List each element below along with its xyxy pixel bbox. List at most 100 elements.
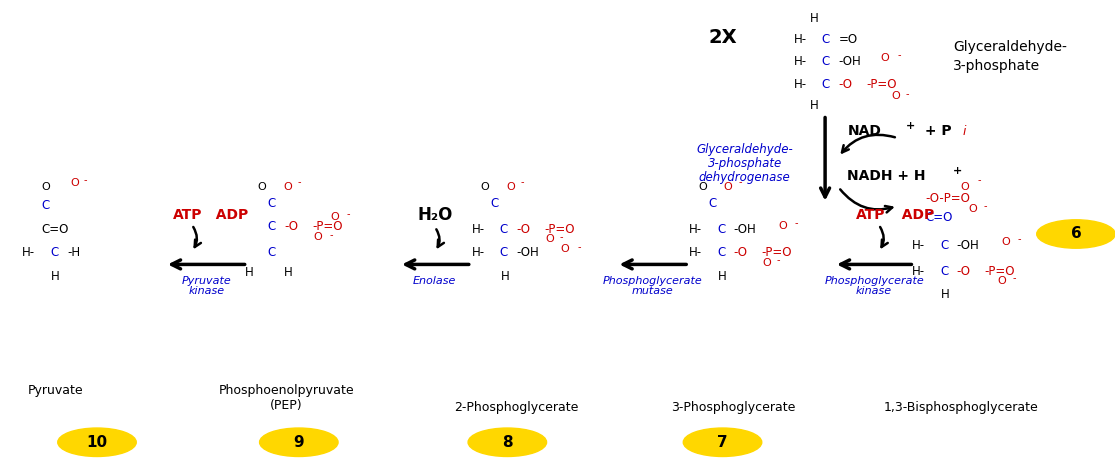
Text: C: C: [491, 197, 498, 210]
Text: 8: 8: [502, 435, 513, 450]
Text: Pyruvate: Pyruvate: [182, 276, 231, 286]
Text: C: C: [500, 223, 507, 236]
Text: H-: H-: [912, 265, 925, 278]
Text: mutase: mutase: [631, 286, 673, 296]
Text: H-: H-: [472, 246, 485, 259]
Text: H: H: [501, 270, 510, 283]
Text: -O: -O: [516, 223, 531, 236]
Text: O: O: [698, 182, 707, 192]
Text: H: H: [284, 266, 293, 279]
Text: -P=O: -P=O: [544, 223, 574, 236]
Text: -: -: [905, 88, 909, 99]
Text: Enolase: Enolase: [414, 276, 456, 286]
Text: C: C: [717, 246, 725, 259]
Text: -: -: [898, 50, 901, 60]
Text: 2-Phosphoglycerate: 2-Phosphoglycerate: [454, 401, 579, 414]
Text: 10: 10: [87, 435, 107, 450]
Text: H: H: [51, 270, 60, 283]
Text: C: C: [500, 246, 507, 259]
Text: C: C: [822, 33, 830, 46]
Text: O: O: [545, 234, 554, 244]
Text: Phosphoglycerate: Phosphoglycerate: [824, 276, 924, 286]
Text: Phosphoglycerate: Phosphoglycerate: [602, 276, 702, 286]
Text: +: +: [905, 121, 914, 132]
Text: O: O: [277, 182, 292, 192]
Text: O: O: [1001, 237, 1010, 247]
Text: H: H: [245, 266, 254, 279]
Text: C=O: C=O: [41, 223, 69, 236]
Text: NAD: NAD: [847, 124, 881, 138]
Ellipse shape: [1037, 220, 1115, 248]
Text: 9: 9: [293, 435, 304, 450]
Text: H-: H-: [794, 78, 807, 91]
Text: O: O: [717, 182, 733, 192]
Text: H: H: [941, 288, 950, 301]
Text: -: -: [977, 175, 981, 185]
Text: Pyruvate: Pyruvate: [28, 384, 84, 397]
Text: ADP: ADP: [206, 208, 249, 222]
Text: -P=O: -P=O: [312, 220, 342, 234]
Text: H-: H-: [689, 223, 702, 236]
Text: -OH: -OH: [734, 223, 756, 236]
Text: -: -: [298, 177, 301, 188]
Text: -OH: -OH: [516, 246, 539, 259]
Ellipse shape: [683, 428, 762, 456]
Text: -O-P=O: -O-P=O: [925, 192, 970, 205]
Text: H-: H-: [794, 55, 807, 68]
Ellipse shape: [58, 428, 136, 456]
Text: C: C: [717, 223, 725, 236]
Text: C: C: [940, 239, 948, 252]
Text: -O: -O: [838, 78, 853, 91]
Text: O: O: [330, 212, 339, 222]
Text: -OH: -OH: [838, 55, 861, 68]
Text: -: -: [559, 232, 563, 242]
Ellipse shape: [260, 428, 338, 456]
Text: -O: -O: [284, 220, 299, 234]
Text: O: O: [481, 182, 489, 192]
Text: -P=O: -P=O: [866, 78, 896, 91]
Text: C: C: [268, 197, 275, 210]
Text: -OH: -OH: [957, 239, 979, 252]
Text: H: H: [809, 12, 818, 25]
Text: O: O: [313, 232, 322, 242]
Text: -O: -O: [734, 246, 748, 259]
Text: i: i: [962, 124, 966, 138]
Text: (PEP): (PEP): [270, 399, 303, 412]
Text: -: -: [795, 218, 798, 228]
Text: -: -: [329, 230, 333, 240]
Text: O: O: [960, 182, 969, 192]
Text: C: C: [268, 246, 275, 259]
Ellipse shape: [468, 428, 546, 456]
Text: ATP: ATP: [173, 208, 202, 222]
Text: H-: H-: [22, 246, 36, 259]
Text: +: +: [953, 166, 962, 176]
Text: H-: H-: [794, 33, 807, 46]
Text: -: -: [578, 241, 581, 252]
Text: H-: H-: [912, 239, 925, 252]
Text: -: -: [738, 177, 741, 188]
Text: O: O: [968, 204, 977, 214]
Text: 3-phosphate: 3-phosphate: [953, 59, 1040, 73]
Text: H-: H-: [472, 223, 485, 236]
Text: -O: -O: [957, 265, 971, 278]
Text: O: O: [881, 52, 890, 63]
Text: kinase: kinase: [856, 286, 892, 296]
Text: -: -: [346, 209, 350, 219]
Text: O: O: [500, 182, 515, 192]
Text: -: -: [521, 177, 524, 188]
Text: C: C: [50, 246, 58, 259]
Text: O: O: [64, 177, 79, 188]
Text: O: O: [561, 244, 570, 254]
Text: 3-phosphate: 3-phosphate: [708, 157, 782, 170]
Text: 7: 7: [717, 435, 728, 450]
Text: C=O: C=O: [925, 211, 953, 224]
Text: -: -: [776, 255, 780, 265]
Text: O: O: [891, 91, 900, 101]
Text: O: O: [997, 276, 1006, 286]
Text: O: O: [41, 182, 50, 192]
Text: ADP: ADP: [892, 208, 934, 222]
Text: H: H: [809, 99, 818, 112]
Text: 1,3-Bisphosphoglycerate: 1,3-Bisphosphoglycerate: [884, 401, 1038, 414]
Text: C: C: [822, 78, 830, 91]
Text: ATP: ATP: [856, 208, 885, 222]
